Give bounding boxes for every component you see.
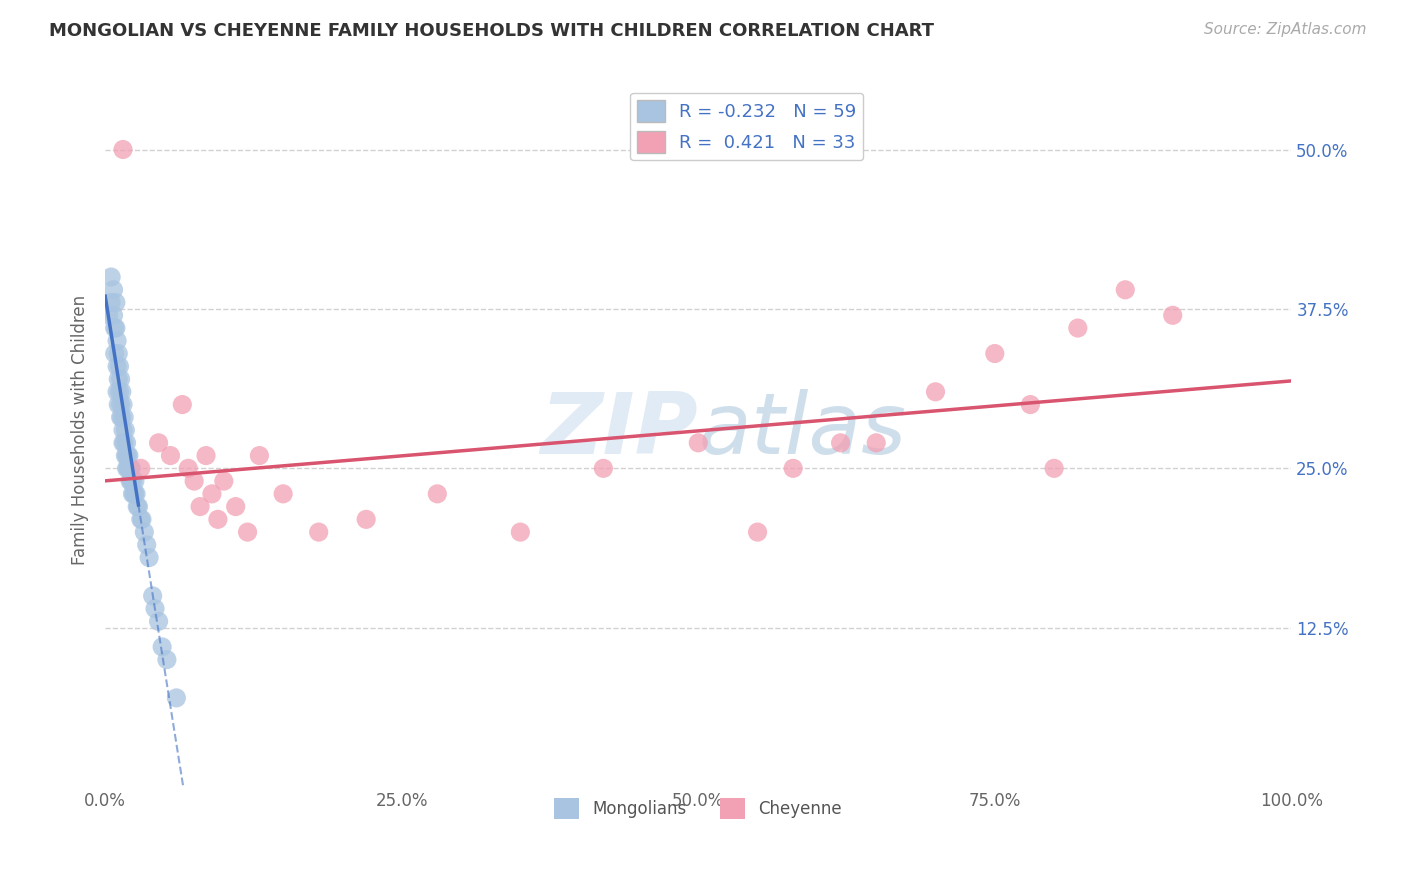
- Point: [782, 461, 804, 475]
- Point: [271, 487, 294, 501]
- Point: [131, 512, 153, 526]
- Point: [177, 461, 200, 475]
- Point: [105, 334, 128, 348]
- Point: [509, 525, 531, 540]
- Point: [1114, 283, 1136, 297]
- Point: [183, 474, 205, 488]
- Text: Source: ZipAtlas.com: Source: ZipAtlas.com: [1204, 22, 1367, 37]
- Point: [111, 398, 134, 412]
- Point: [114, 449, 136, 463]
- Point: [165, 690, 187, 705]
- Point: [103, 308, 125, 322]
- Point: [104, 321, 127, 335]
- Point: [115, 449, 138, 463]
- Point: [143, 601, 166, 615]
- Point: [104, 346, 127, 360]
- Point: [308, 525, 330, 540]
- Point: [108, 359, 131, 374]
- Point: [100, 270, 122, 285]
- Point: [115, 461, 138, 475]
- Point: [107, 398, 129, 412]
- Point: [117, 449, 139, 463]
- Point: [122, 487, 145, 501]
- Point: [120, 461, 142, 475]
- Point: [110, 398, 132, 412]
- Point: [747, 525, 769, 540]
- Point: [195, 449, 218, 463]
- Point: [148, 435, 170, 450]
- Point: [118, 449, 141, 463]
- Point: [1019, 398, 1042, 412]
- Point: [129, 512, 152, 526]
- Point: [1043, 461, 1066, 475]
- Point: [105, 359, 128, 374]
- Point: [592, 461, 614, 475]
- Point: [159, 449, 181, 463]
- Text: ZIP: ZIP: [541, 389, 699, 472]
- Point: [1067, 321, 1090, 335]
- Point: [104, 295, 127, 310]
- Point: [111, 435, 134, 450]
- Point: [212, 474, 235, 488]
- Point: [148, 615, 170, 629]
- Point: [688, 435, 710, 450]
- Point: [111, 423, 134, 437]
- Point: [107, 346, 129, 360]
- Point: [225, 500, 247, 514]
- Point: [121, 474, 143, 488]
- Point: [127, 500, 149, 514]
- Text: atlas: atlas: [699, 389, 907, 472]
- Point: [108, 384, 131, 399]
- Point: [156, 653, 179, 667]
- Point: [127, 500, 149, 514]
- Point: [103, 283, 125, 297]
- Point: [865, 435, 887, 450]
- Point: [105, 384, 128, 399]
- Point: [188, 500, 211, 514]
- Point: [924, 384, 946, 399]
- Text: MONGOLIAN VS CHEYENNE FAMILY HOUSEHOLDS WITH CHILDREN CORRELATION CHART: MONGOLIAN VS CHEYENNE FAMILY HOUSEHOLDS …: [49, 22, 934, 40]
- Point: [984, 346, 1007, 360]
- Point: [172, 398, 194, 412]
- Point: [142, 589, 165, 603]
- Point: [125, 487, 148, 501]
- Point: [120, 461, 142, 475]
- Point: [150, 640, 173, 654]
- Point: [207, 512, 229, 526]
- Point: [830, 435, 852, 450]
- Point: [97, 308, 120, 322]
- Y-axis label: Family Households with Children: Family Households with Children: [72, 295, 89, 566]
- Point: [129, 461, 152, 475]
- Point: [354, 512, 377, 526]
- Point: [249, 449, 271, 463]
- Point: [124, 487, 146, 501]
- Point: [111, 384, 134, 399]
- Point: [107, 372, 129, 386]
- Point: [117, 461, 139, 475]
- Point: [112, 435, 135, 450]
- Point: [118, 461, 141, 475]
- Point: [138, 550, 160, 565]
- Point: [120, 474, 142, 488]
- Point: [120, 474, 142, 488]
- Point: [236, 525, 259, 540]
- Legend: Mongolians, Cheyenne: Mongolians, Cheyenne: [548, 791, 849, 825]
- Point: [124, 474, 146, 488]
- Point: [114, 423, 136, 437]
- Point: [110, 372, 132, 386]
- Point: [426, 487, 449, 501]
- Point: [111, 410, 134, 425]
- Point: [115, 435, 138, 450]
- Point: [121, 487, 143, 501]
- Point: [135, 538, 157, 552]
- Point: [1161, 308, 1184, 322]
- Point: [111, 143, 134, 157]
- Point: [110, 410, 132, 425]
- Point: [134, 525, 156, 540]
- Point: [104, 321, 127, 335]
- Point: [201, 487, 224, 501]
- Point: [100, 295, 122, 310]
- Point: [112, 410, 135, 425]
